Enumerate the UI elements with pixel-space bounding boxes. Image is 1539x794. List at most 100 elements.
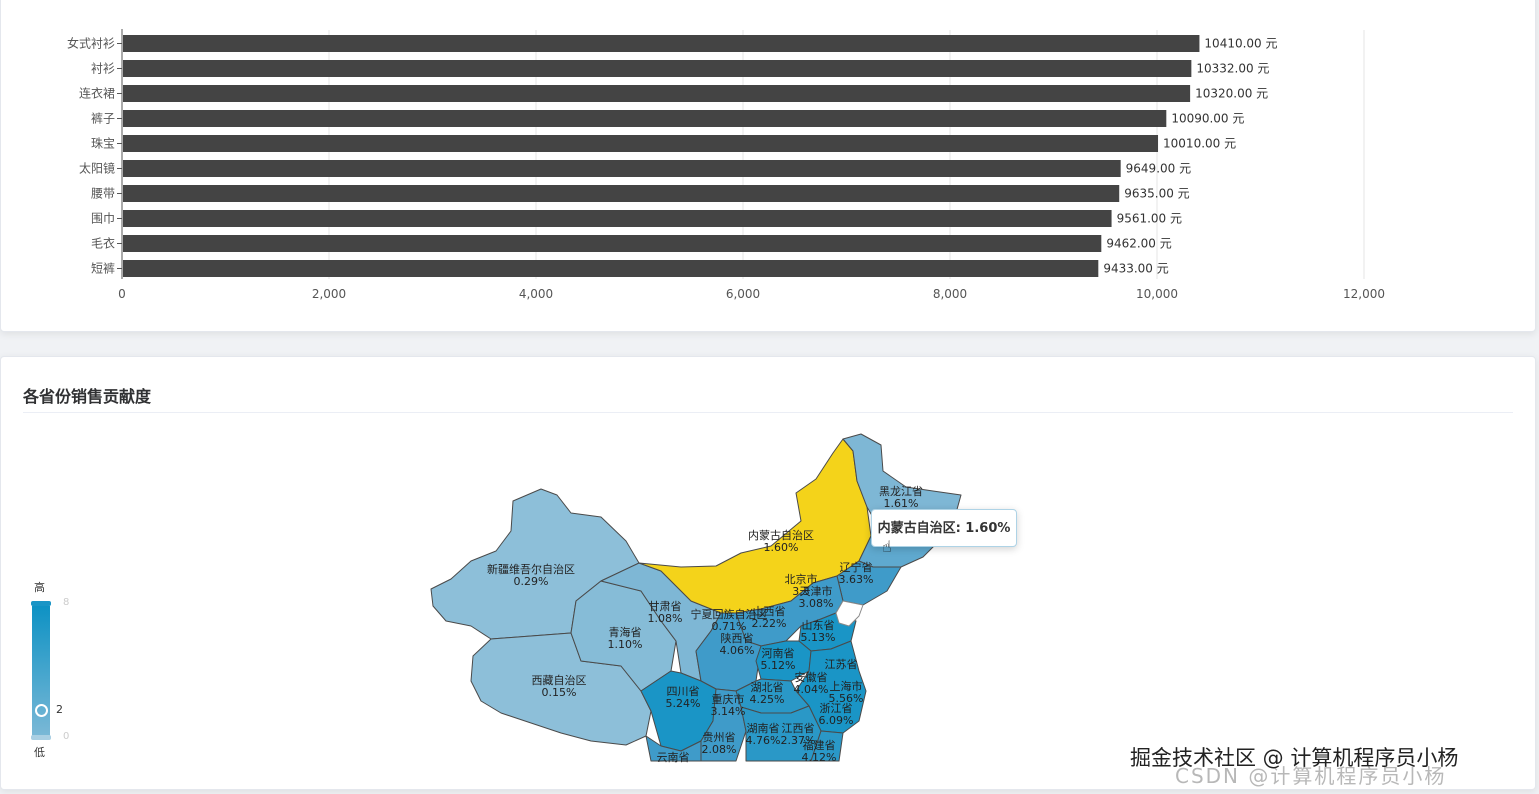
- region-label: 江苏省: [825, 658, 858, 671]
- bar-value-label: 9635.00 元: [1124, 187, 1189, 201]
- region-label: 湖南省: [747, 722, 780, 735]
- region-value-label: 4.76%: [746, 734, 781, 747]
- hand-cursor-icon: ☝: [882, 537, 892, 556]
- visual-map-bottom-handle[interactable]: [31, 735, 51, 740]
- region-label: 西藏自治区: [532, 673, 587, 687]
- bar-value-label: 9462.00 元: [1106, 237, 1171, 251]
- bar[interactable]: [123, 185, 1120, 202]
- bohai-sea: [835, 600, 864, 627]
- bar[interactable]: [123, 110, 1167, 127]
- region-value-label: 2.08%: [702, 743, 737, 756]
- bar-value-label: 9649.00 元: [1126, 162, 1191, 176]
- visual-map-current: 2: [56, 703, 63, 716]
- visual-map-min: 0: [63, 731, 70, 742]
- region-label: 重庆市: [712, 692, 745, 706]
- region-label: 山东省: [802, 619, 835, 632]
- x-tick-label: 2,000: [312, 287, 346, 301]
- province-map-card: 各省份销售贡献度: [0, 356, 1536, 790]
- region-value-label: 5.13%: [801, 631, 836, 644]
- bar-value-label: 10332.00 元: [1196, 62, 1269, 76]
- map-panel-title: 各省份销售贡献度: [23, 387, 152, 406]
- region-value-label: 3.3: [792, 585, 810, 598]
- region-label: 陕西省: [721, 631, 754, 645]
- bar[interactable]: [123, 160, 1121, 177]
- y-category-label: 连衣裙: [79, 86, 115, 101]
- region-chongqing[interactable]: [700, 688, 747, 762]
- region-value-label: 2.37%: [781, 734, 816, 747]
- bar[interactable]: [123, 85, 1191, 102]
- region-label: 辽宁省: [840, 560, 873, 574]
- region-value-label: 4.12%: [802, 751, 837, 764]
- region-label: 四川省: [667, 685, 700, 698]
- region-yunnan[interactable]: [645, 735, 702, 762]
- bar-value-label: 10090.00 元: [1171, 112, 1244, 126]
- visual-map-max: 8: [63, 597, 70, 608]
- region-value-label: 4.25%: [750, 693, 785, 706]
- visual-map-low-label: 低: [34, 746, 45, 759]
- bar[interactable]: [123, 260, 1099, 277]
- region-value-label: 4.04%: [794, 683, 829, 696]
- y-category-label: 太阳镜: [79, 161, 115, 176]
- bar[interactable]: [123, 210, 1112, 227]
- region-label: 山西省: [753, 605, 786, 618]
- region-value-label: 5.24%: [666, 697, 701, 710]
- region-value-label: 5.12%: [761, 659, 796, 672]
- region-value-label: 4.06%: [720, 644, 755, 657]
- region-label: 新疆维吾尔自治区: [487, 562, 575, 576]
- region-value-label: 0.15%: [542, 686, 577, 699]
- bar-value-label: 10410.00 元: [1204, 37, 1277, 51]
- y-category-label: 女式衬衫: [67, 36, 115, 51]
- visual-map-legend[interactable]: 高 8 2 0 低: [0, 574, 80, 764]
- watermark-secondary: CSDN @计算机程序员小杨: [1175, 764, 1447, 788]
- region-label: 内蒙古自治区: [748, 528, 814, 542]
- bar-value-label: 10320.00 元: [1195, 87, 1268, 101]
- x-tick-label: 6,000: [726, 287, 760, 301]
- region-value-label: 3.08%: [799, 597, 834, 610]
- y-category-label: 珠宝: [91, 137, 115, 151]
- x-tick-label: 0: [118, 287, 126, 301]
- product-sales-bar-chart: 0 2,000 4,000 6,000 8,000 10,000 12,000 女式衬衫 104…: [67, 29, 1385, 301]
- region-value-label: 2.22%: [752, 617, 787, 630]
- y-category-label: 裤子: [91, 112, 115, 126]
- visual-map-top-handle[interactable]: [31, 601, 51, 606]
- tooltip-label: 内蒙古自治区: 1.60%: [877, 521, 1011, 536]
- y-category-label: 围巾: [91, 212, 115, 226]
- visual-map-high-label: 高: [34, 581, 45, 594]
- x-tick-label: 10,000: [1136, 287, 1178, 301]
- region-value-label: 3.14%: [711, 705, 746, 718]
- bar-value-label: 10010.00 元: [1163, 137, 1236, 151]
- top-bar-chart-card: 0 2,000 4,000 6,000 8,000 10,000 12,000 女式衬衫 104…: [0, 0, 1536, 332]
- x-tick-label: 12,000: [1343, 287, 1385, 301]
- region-fujian[interactable]: [810, 730, 844, 762]
- region-label: 安徽省: [795, 670, 828, 684]
- region-value-label: 1.10%: [608, 638, 643, 651]
- bar[interactable]: [123, 135, 1159, 152]
- visual-map-bar[interactable]: [32, 606, 50, 736]
- bar[interactable]: [123, 35, 1200, 52]
- region-value-label: 3.63%: [839, 573, 874, 586]
- region-value-label: 6.09%: [819, 714, 854, 727]
- bar[interactable]: [123, 60, 1192, 77]
- region-label: 上海市: [830, 679, 863, 693]
- region-label: 云南省: [657, 751, 690, 764]
- region-xinjiang[interactable]: [430, 488, 640, 640]
- region-label: 江西省: [782, 722, 815, 735]
- region-value-label: 1.08%: [648, 612, 683, 625]
- region-label: 甘肃省: [649, 600, 682, 613]
- y-category-label: 毛衣: [91, 236, 115, 251]
- region-value-label: 0.71%: [712, 620, 747, 633]
- region-label: 天津市: [800, 584, 833, 598]
- region-label: 宁夏回族自治区: [691, 607, 768, 621]
- bar[interactable]: [123, 235, 1102, 252]
- map-tooltip: 内蒙古自治区: 1.60%: [871, 509, 1017, 547]
- visual-map-handle-icon[interactable]: [35, 704, 48, 717]
- title-divider: [23, 412, 1513, 413]
- region-label: 湖北省: [751, 681, 784, 694]
- y-category-label: 短裤: [91, 262, 115, 276]
- region-label: 福建省: [803, 738, 836, 752]
- region-label: 黑龙江省: [879, 485, 923, 498]
- region-label: 贵州省: [703, 731, 736, 744]
- region-value-label: 5.56%: [829, 692, 864, 705]
- x-tick-label: 4,000: [519, 287, 553, 301]
